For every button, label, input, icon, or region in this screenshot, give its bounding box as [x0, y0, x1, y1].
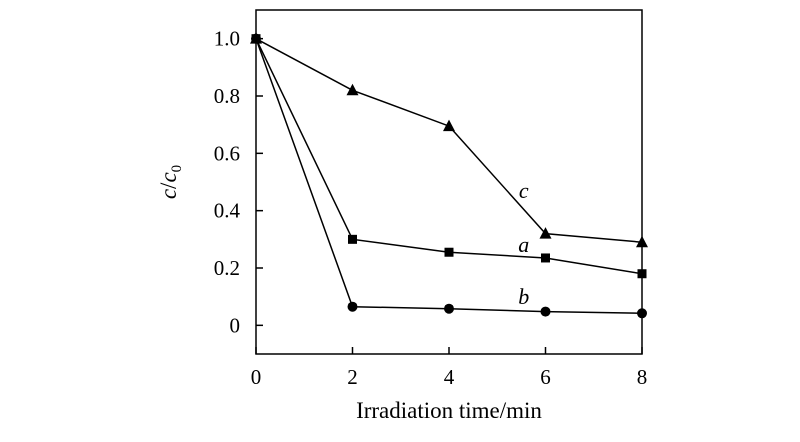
- y-axis-title-subscript: 0: [169, 165, 185, 173]
- series-b-point: [347, 301, 358, 312]
- series-b-point: [540, 306, 551, 317]
- plot-frame: [255, 9, 643, 355]
- series-c-point: [636, 235, 648, 248]
- y-tick-label: 0.8: [214, 84, 240, 108]
- x-tick-label: 4: [444, 365, 455, 389]
- series-markers: [250, 32, 648, 319]
- y-axis-title: c/c0: [156, 165, 185, 199]
- y-axis-title-sep: /: [156, 182, 181, 189]
- series-c-line: [255, 38, 643, 243]
- series-a-point: [541, 253, 550, 263]
- series-a-point: [348, 234, 357, 244]
- y-tick-label: 0.2: [214, 256, 240, 280]
- series-b-point: [637, 308, 647, 319]
- y-tick-label: 0: [230, 313, 241, 337]
- y-axis: 0 0.2 0.4 0.6 0.8 1.0: [214, 27, 263, 337]
- series-b-annotation: b: [518, 284, 529, 309]
- series-a-annotation: a: [518, 232, 529, 257]
- x-axis-title: Irradiation time/min: [356, 398, 542, 423]
- series-a-point: [637, 269, 647, 279]
- x-tick-label: 0: [251, 365, 262, 389]
- y-tick-label: 0.6: [214, 141, 240, 165]
- series-lines: [255, 38, 643, 315]
- x-axis: 0 2 4 6 8: [251, 347, 648, 389]
- series-c-point: [539, 227, 552, 239]
- series-b-point: [444, 303, 454, 314]
- y-axis-title-main: c: [156, 189, 181, 199]
- x-tick-label: 6: [540, 365, 551, 389]
- series-annotations: c a b: [518, 178, 529, 309]
- series-c-point: [250, 32, 262, 44]
- y-tick-label: 0.4: [214, 199, 241, 223]
- x-tick-label: 2: [347, 365, 358, 389]
- series-c-annotation: c: [519, 178, 529, 203]
- series-b-line: [255, 38, 643, 315]
- series-a-line: [255, 38, 643, 275]
- series-c-point: [346, 83, 359, 96]
- x-tick-label: 8: [637, 365, 648, 389]
- series-c-point: [443, 119, 455, 132]
- y-tick-label: 1.0: [214, 27, 240, 51]
- y-axis-title-sub-base: c: [156, 172, 181, 182]
- series-a-point: [444, 247, 454, 257]
